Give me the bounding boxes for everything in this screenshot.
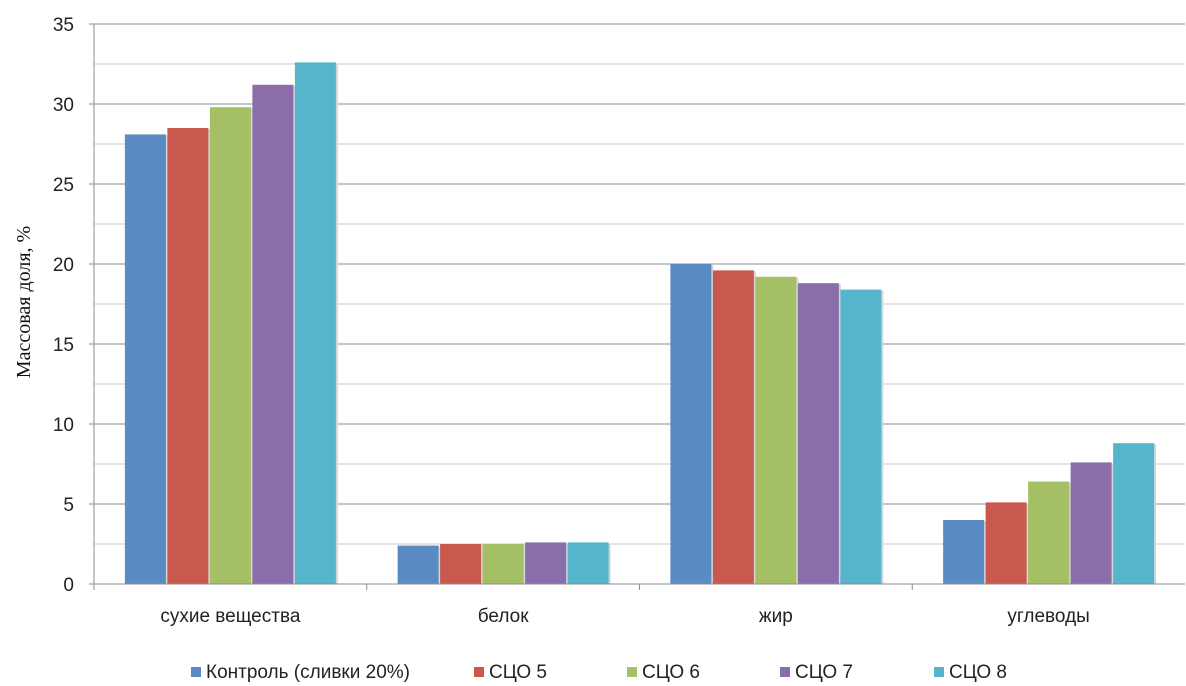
y-tick-label: 0 — [63, 575, 74, 596]
y-tick-label: 20 — [53, 255, 74, 276]
legend-swatch — [934, 667, 944, 677]
legend-label: СЦО 6 — [642, 662, 700, 683]
legend-label: СЦО 7 — [795, 662, 853, 683]
bar — [670, 264, 712, 584]
bar — [840, 289, 882, 584]
x-category-label: сухие вещества — [160, 606, 300, 627]
y-tick-label: 10 — [53, 415, 74, 436]
bar — [124, 134, 166, 584]
bar — [525, 542, 567, 584]
bar — [209, 107, 251, 584]
legend-swatch — [474, 667, 484, 677]
bar — [567, 542, 609, 584]
bar — [943, 520, 985, 584]
legend-swatch — [780, 667, 790, 677]
y-tick-labels: 0 5 10 15 20 25 30 35 — [53, 15, 74, 596]
bar — [294, 62, 336, 584]
y-tick-label: 15 — [53, 335, 74, 356]
x-category-label: углеводы — [1007, 606, 1089, 627]
x-category-label: белок — [478, 606, 529, 627]
axes — [89, 23, 1185, 590]
x-category-label: жир — [759, 606, 793, 627]
bar — [440, 544, 482, 584]
legend-swatch — [191, 667, 201, 677]
legend-swatch — [627, 667, 637, 677]
bar — [1028, 481, 1070, 584]
bar — [755, 276, 797, 584]
bar — [1070, 462, 1112, 584]
bar — [252, 84, 294, 585]
legend-label: СЦО 8 — [949, 662, 1007, 683]
y-tick-label: 25 — [53, 175, 74, 196]
legend: Контроль (сливки 20%) СЦО 5 СЦО 6 СЦО 7 СЦО … — [191, 662, 1007, 683]
bars — [124, 62, 1157, 585]
legend-label: Контроль (сливки 20%) — [206, 662, 410, 683]
bar — [985, 502, 1027, 584]
bar — [797, 283, 839, 584]
y-tick-label: 5 — [63, 495, 74, 516]
bar — [167, 128, 209, 584]
bar — [397, 545, 439, 584]
bar — [482, 544, 524, 584]
bar — [1113, 443, 1155, 584]
y-tick-label: 35 — [53, 15, 74, 36]
x-category-labels: сухие вещества белок жир углеводы — [160, 606, 1090, 627]
legend-label: СЦО 5 — [489, 662, 547, 683]
y-tick-label: 30 — [53, 95, 74, 116]
y-axis-label: Массовая доля, % — [13, 226, 35, 378]
bar — [712, 270, 754, 584]
